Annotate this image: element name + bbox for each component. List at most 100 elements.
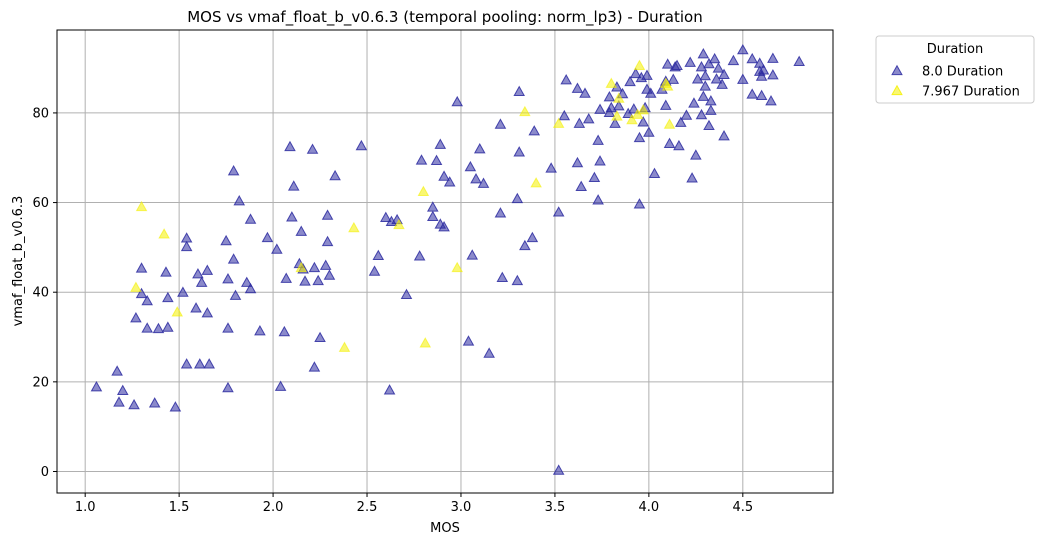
data-point (229, 289, 242, 300)
data-point (592, 134, 604, 145)
data-point (552, 117, 565, 128)
data-point (519, 239, 531, 251)
legend-box (875, 35, 1035, 104)
data-point (160, 266, 172, 277)
data-point (338, 341, 351, 352)
data-point (673, 139, 685, 151)
plot-frame (56, 29, 834, 494)
data-point (680, 109, 693, 120)
data-point (451, 95, 464, 107)
data-point (400, 288, 413, 300)
data-point (705, 104, 717, 115)
data-point (641, 69, 653, 80)
data-point (755, 89, 768, 101)
data-point (426, 210, 439, 222)
data-point (684, 56, 696, 67)
data-point (348, 221, 360, 233)
data-point (254, 324, 266, 336)
grid (57, 30, 833, 493)
data-point (162, 321, 174, 332)
legend-label: 8.0 Duration (922, 65, 1003, 80)
data-point (628, 103, 640, 114)
data-point (152, 322, 165, 334)
data-point (519, 105, 531, 117)
data-point (308, 261, 321, 273)
data-point (372, 249, 385, 261)
x-axis-label: MOS (430, 521, 460, 536)
data-point (697, 47, 710, 59)
y-axis-label: vmaf_float_b_v0.6.3 (11, 196, 26, 327)
data-point (141, 294, 153, 306)
data-point (158, 228, 170, 239)
data-point (233, 194, 246, 206)
data-point (496, 271, 509, 282)
x-axis-ticks: 1.0 1.5 2.0 2.5 3.0 3.5 4.0 4.5 (75, 493, 753, 515)
data-point (430, 154, 443, 166)
data-point (438, 220, 450, 232)
data-point (240, 276, 253, 287)
data-point (90, 380, 103, 392)
data-point (637, 116, 650, 127)
data-point (697, 90, 710, 101)
data-point (135, 262, 148, 273)
data-point (438, 170, 450, 181)
data-point (691, 73, 704, 84)
data-point (513, 146, 526, 157)
data-point (329, 169, 341, 181)
data-point (130, 281, 142, 292)
y-tick-label: 20 (32, 375, 49, 390)
data-point (671, 59, 683, 70)
data-point (560, 73, 572, 85)
data-point (603, 106, 616, 118)
data-point (286, 211, 298, 222)
data-point (464, 160, 477, 172)
data-point (227, 164, 240, 176)
data-point (368, 265, 381, 276)
data-point (171, 306, 184, 317)
data-point (737, 43, 749, 55)
data-point (271, 243, 283, 254)
data-point (588, 171, 601, 183)
data-point (380, 211, 392, 222)
data-point (737, 73, 749, 84)
data-point (624, 75, 636, 87)
data-point (629, 67, 642, 79)
x-tick-label: 2.5 (357, 500, 378, 515)
data-point (755, 70, 768, 81)
data-point (494, 118, 507, 129)
y-tick-label: 40 (32, 286, 49, 301)
legend: Duration 8.0 Duration 7.967 Duration (875, 35, 1035, 104)
data-point (148, 397, 161, 408)
data-point (552, 464, 565, 475)
data-point (695, 60, 708, 72)
data-point (477, 177, 490, 188)
data-point (321, 235, 334, 247)
data-point (323, 269, 336, 280)
data-point (686, 172, 698, 183)
data-point (690, 149, 702, 160)
data-point (443, 176, 456, 187)
data-point (284, 140, 296, 152)
data-point (571, 156, 584, 168)
data-point (419, 337, 432, 348)
x-tick-label: 4.5 (732, 500, 753, 515)
data-point (261, 231, 274, 243)
data-point (727, 54, 740, 66)
data-point (222, 322, 234, 333)
data-point (393, 218, 405, 230)
chart-title: MOS vs vmaf_float_b_v0.6.3 (temporal poo… (187, 8, 703, 27)
data-point (613, 92, 625, 103)
data-point (633, 131, 646, 143)
data-point (703, 119, 715, 131)
data-point (113, 396, 125, 407)
data-point (312, 274, 324, 286)
data-point (130, 311, 142, 323)
data-point (222, 272, 234, 284)
data-point (575, 180, 588, 192)
legend-marker (891, 64, 903, 76)
data-point (605, 77, 618, 88)
data-point (222, 381, 234, 393)
data-point (314, 331, 326, 343)
data-point (767, 69, 779, 80)
